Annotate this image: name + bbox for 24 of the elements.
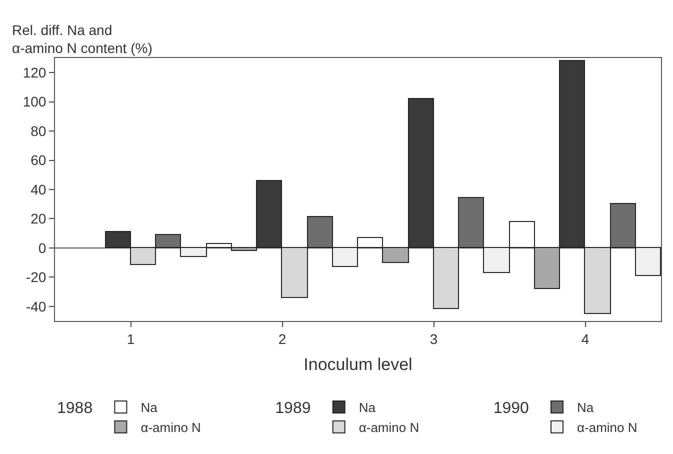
- x-tick-label: 3: [430, 330, 438, 347]
- legend-label: α-amino N: [140, 420, 201, 435]
- y-tick-label: 120: [22, 64, 46, 81]
- x-tick-label: 2: [278, 330, 286, 347]
- text: 1989: [275, 400, 311, 417]
- y-axis-title: Rel. diff. Na and α-amino N content (%): [12, 22, 152, 56]
- y-tick-label: 80: [30, 122, 46, 139]
- legend-label: α-amino N: [358, 420, 420, 435]
- y-tick-label: 100: [22, 94, 46, 110]
- text: 1990: [493, 400, 530, 417]
- legend-label: α-amino N: [577, 420, 638, 435]
- y-tick-label: -20: [26, 269, 46, 286]
- y-tick-label: 60: [30, 152, 46, 168]
- y-tick-label: 0: [38, 240, 46, 256]
- legend-label: Na: [577, 400, 594, 416]
- legend-label: Na: [358, 400, 376, 416]
- y-tick-label: -40: [26, 298, 46, 314]
- y-tick-label: 40: [30, 181, 46, 198]
- x-axis-title: Inoculum level: [304, 355, 412, 374]
- text: 1988: [57, 400, 93, 417]
- x-tick-label: 1: [126, 330, 135, 347]
- legend-label: Na: [140, 400, 158, 416]
- y-tick-label: 20: [30, 210, 46, 227]
- x-tick-label: 4: [581, 330, 590, 347]
